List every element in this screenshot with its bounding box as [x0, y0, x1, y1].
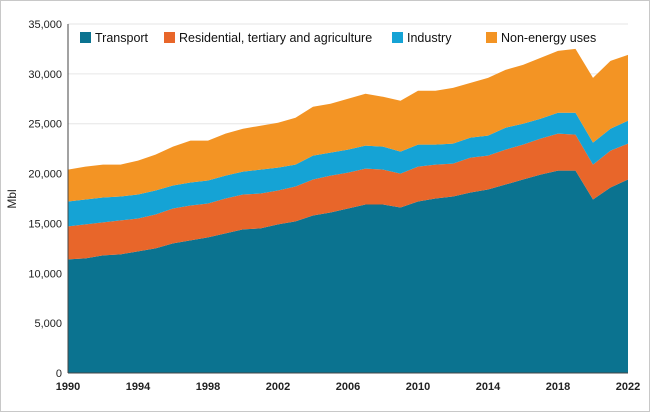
legend-swatch: [164, 32, 175, 43]
x-tick-label: 2014: [476, 381, 501, 393]
y-tick-label: 10,000: [28, 268, 62, 280]
area-transport: [68, 170, 628, 373]
legend-item: Non-energy uses: [486, 31, 596, 45]
x-tick-label: 2006: [336, 381, 360, 393]
x-tick-label: 1998: [196, 381, 220, 393]
area-industry: [68, 112, 628, 227]
legend-item: Industry: [392, 31, 452, 45]
legend-label: Industry: [407, 31, 452, 45]
x-tick-label: 2002: [266, 381, 290, 393]
legend-item: Transport: [80, 31, 149, 45]
legend-swatch: [392, 32, 403, 43]
legend-label: Transport: [95, 31, 149, 45]
y-axis-label: Mbl: [5, 189, 19, 208]
y-tick-label: 5,000: [34, 318, 62, 330]
y-tick-label: 15,000: [28, 218, 62, 230]
x-tick-label: 1990: [56, 381, 80, 393]
x-tick-label: 2018: [546, 381, 570, 393]
legend: Transport Residential, tertiary and agric…: [80, 31, 596, 45]
y-tick-label: 0: [56, 368, 62, 380]
legend-item: Residential, tertiary and agriculture: [164, 31, 372, 45]
y-tick-label: 20,000: [28, 169, 62, 181]
x-tick-label: 1994: [126, 381, 151, 393]
y-tick-label: 25,000: [28, 119, 62, 131]
legend-label: Residential, tertiary and agriculture: [179, 31, 372, 45]
legend-label: Non-energy uses: [501, 31, 596, 45]
area-residential-tertiary-and-agriculture: [68, 133, 628, 260]
areas: [68, 48, 628, 373]
y-tick-label: 30,000: [28, 69, 62, 81]
axes: 0 5,000 10,000 15,000 20,000 25,000 30,000 35,0…: [28, 19, 640, 393]
legend-swatch: [486, 32, 497, 43]
y-tick-label: 35,000: [28, 19, 62, 31]
x-tick-label: 2010: [406, 381, 430, 393]
area-non-energy-uses: [68, 48, 628, 202]
x-tick-label: 2022: [616, 381, 640, 393]
legend-swatch: [80, 32, 91, 43]
